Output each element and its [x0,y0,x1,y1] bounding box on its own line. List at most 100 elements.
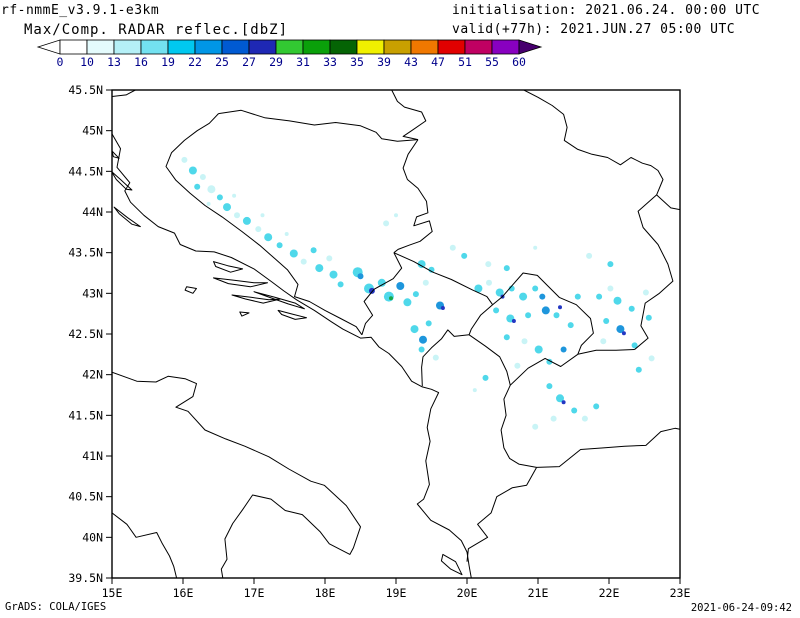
radar-echo [419,335,427,344]
colorbar-tick-label: 25 [215,55,229,69]
radar-echo [533,245,538,250]
colorbar-tick-label: 27 [242,55,256,69]
valid-time: valid(+77h): 2021.JUN.27 05:00 UTC [452,22,736,37]
map-layer-bih-mne-border [361,252,403,335]
colorbar-left-arrow [36,39,61,55]
map-layer-island-lastovo [239,311,250,317]
radar-echo [503,265,510,272]
radar-echo [532,423,539,430]
radar-echo [621,331,626,336]
lat-tick-label: 40N [82,530,103,544]
colorbar-segment [437,39,466,55]
radar-echo [207,185,216,194]
colorbar-tick-label: 55 [485,55,499,69]
colorbar-segment [221,39,250,55]
radar-echo [607,261,614,268]
lat-tick-label: 44N [82,205,103,219]
colorbar-segment [248,39,277,55]
colorbar-segment [491,39,520,55]
radar-echo [289,249,298,258]
radar-echo [383,291,394,302]
radar-echo [264,233,273,242]
radar-echo [422,279,429,286]
radar-echo [556,394,564,403]
colorbar-segment [59,39,88,55]
radar-echo [616,325,625,334]
radar-echo [194,183,201,190]
lat-tick-label: 41N [82,449,103,463]
radar-echo [260,213,265,218]
map-layer-island-dugi-otok [113,206,141,228]
radar-echo [418,346,425,353]
colorbar-tick-label: 31 [296,55,310,69]
radar-echo [495,288,504,297]
radar-echo [383,220,390,227]
map-plot: 45.5N 45N 44.5N 44N 43.5N 43N 42.5N 42N 41.5N 41N… [68,83,691,600]
colorbar: 0 10 13 16 19 22 25 27 29 31 33 35 39 43 47 51 55 60 [36,39,543,69]
radar-echo [486,279,492,286]
lat-tick-label: 42N [82,368,103,382]
radar-echo [472,388,477,393]
colorbar-tick-label: 22 [188,55,202,69]
radar-echo [511,319,516,323]
lon-tick-label: 18E [315,586,336,600]
colorbar-segment [140,39,169,55]
radar-echo [574,293,581,300]
map-layer-italy-tyrrhenian-coast [112,512,178,578]
radar-echo [425,320,432,327]
map-layer-al-gr-border [466,467,538,562]
radar-echo [628,305,635,312]
radar-echo [412,291,419,298]
radar-echo [550,415,557,422]
colorbar-segment [356,39,385,55]
lon-tick-label: 23E [670,586,691,600]
radar-echo [503,334,510,341]
map-layer-mk-al-border [500,384,537,468]
radar-echo [337,281,344,288]
lon-tick-label: 22E [599,586,620,600]
grads-credit: GrADS: COLA/IGES [5,601,107,613]
timestamp: 2021-06-24-09:42 [690,602,792,614]
radar-echo [635,366,642,373]
radar-echo [571,407,578,414]
radar-echo [389,296,393,301]
radar-echo [541,306,550,315]
radar-echo [440,306,445,310]
radar-echo [461,252,468,259]
radar-echo [449,244,456,251]
radar-echo [199,174,206,180]
radar-echo [310,247,317,254]
lon-tick-label: 15E [102,586,123,600]
radar-echo [607,285,614,292]
radar-echo [181,156,188,163]
map-layer-slo-hr-border [112,90,136,97]
colorbar-tick-label: 33 [323,55,337,69]
radar-echo [631,342,638,349]
lat-tick-label: 45N [82,124,103,138]
radar-echo [600,338,607,345]
radar-echo [539,293,546,300]
radar-echo [553,312,560,319]
radar-echo [284,232,289,236]
map-layer-srb-mk-border [577,349,635,355]
colorbar-segment [113,39,142,55]
radar-echo [534,345,543,354]
map-layer-mne-al-border [421,329,470,387]
colorbar-tick-label: 51 [458,55,472,69]
map-layer-mk-gr-border [536,427,680,468]
colorbar-segment [194,39,223,55]
map-layer-island-brac [213,261,244,273]
map-layer-ro-bg-danube [656,194,680,211]
lat-tick-label: 40.5N [68,490,103,504]
colorbar-segment [167,39,196,55]
lat-tick-label: 43.5N [68,246,103,260]
radar-echo [300,258,307,265]
colorbar-right-arrow [518,39,543,55]
map-layer-hr-srb-border [391,90,427,141]
lat-tick-label: 41.5N [68,408,103,422]
plot-frame [111,89,681,579]
map-layer-croatia-albania-coast [112,133,472,578]
colorbar-tick-label: 19 [161,55,175,69]
radar-echo [403,298,412,307]
